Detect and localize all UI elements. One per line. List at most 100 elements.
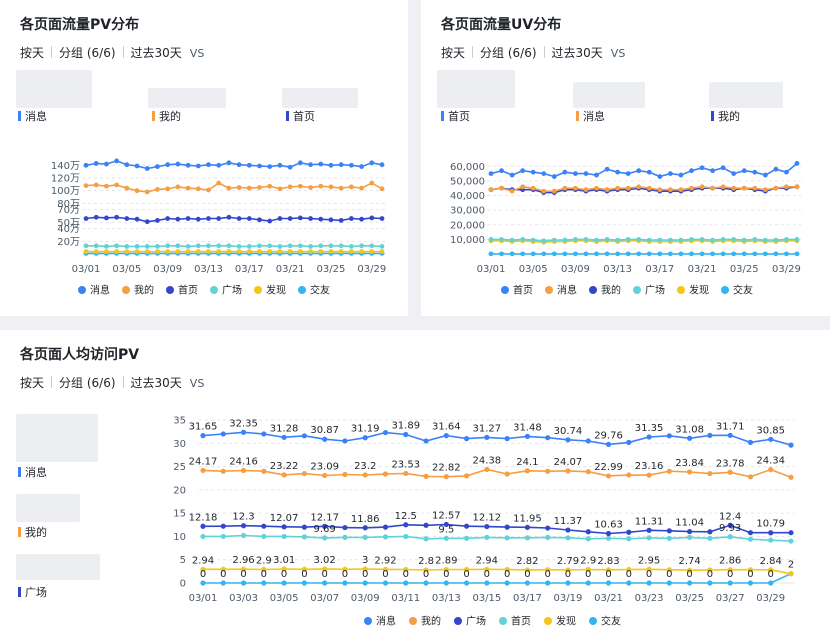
data-point (762, 251, 768, 257)
data-label: 10.63 (594, 519, 623, 530)
data-point (226, 249, 232, 254)
data-point (699, 184, 705, 190)
data-point (504, 580, 510, 586)
data-point (328, 162, 334, 168)
data-point (348, 216, 354, 221)
data-point (104, 244, 109, 249)
legend-marker (544, 617, 552, 625)
data-point (752, 251, 758, 257)
compare-toggle[interactable]: VS (610, 47, 626, 60)
data-point (308, 162, 313, 168)
filter-date-range[interactable]: 过去30天 (130, 46, 182, 60)
filter-group[interactable]: 分组 (6/6) (480, 46, 537, 60)
data-point (768, 436, 774, 442)
data-point (657, 237, 663, 243)
data-point (165, 186, 171, 192)
data-point (727, 469, 733, 475)
data-point (267, 164, 273, 170)
compare-toggle[interactable]: VS (189, 47, 205, 60)
data-point (175, 249, 181, 254)
data-point (220, 431, 226, 437)
legend-item: 发现 (556, 615, 576, 628)
data-label: 31.64 (432, 422, 461, 433)
data-label: 2.86 (719, 556, 741, 567)
filter-granularity[interactable]: 按天 (441, 46, 466, 60)
data-point (687, 580, 693, 586)
data-point (287, 184, 293, 190)
filter-granularity[interactable]: 按天 (20, 46, 45, 60)
y-tick-label: 100万 (51, 186, 80, 197)
x-tick-label: 03/21 (276, 264, 305, 275)
x-tick-label: 03/23 (635, 593, 664, 604)
data-label: 0 (321, 569, 327, 580)
data-point (277, 216, 283, 221)
series-line (203, 534, 792, 542)
data-point (541, 171, 547, 177)
filter-date-range[interactable]: 过去30天 (130, 376, 182, 390)
data-point (752, 236, 758, 242)
data-point (626, 566, 632, 573)
legend-marker (409, 617, 417, 625)
data-point (687, 528, 693, 535)
data-point (773, 185, 779, 191)
data-label: 11.04 (675, 518, 704, 529)
data-point (124, 244, 130, 249)
data-point (83, 216, 89, 221)
data-point (165, 249, 171, 254)
data-label: 12.18 (189, 512, 218, 523)
data-label: 31.08 (675, 424, 704, 435)
data-point (747, 530, 754, 536)
data-label: 9.69 (314, 524, 336, 535)
data-point (747, 474, 754, 480)
data-point (114, 182, 120, 188)
filter-granularity[interactable]: 按天 (20, 376, 45, 390)
data-label: 0 (626, 569, 632, 580)
kpi-value-blurred (573, 82, 645, 108)
filter-date-range[interactable]: 过去30天 (551, 46, 603, 60)
series-line (85, 216, 383, 223)
filter-group[interactable]: 分组 (6/6) (59, 376, 116, 390)
data-point (362, 435, 368, 441)
data-point (594, 237, 599, 243)
data-point (257, 249, 262, 254)
data-label: 2.94 (192, 555, 214, 566)
data-point (667, 187, 673, 193)
data-point (443, 535, 449, 541)
legend-item: 首页 (511, 615, 531, 628)
filter-group[interactable]: 分组 (6/6) (59, 46, 116, 60)
data-point (379, 244, 385, 249)
data-point (762, 237, 768, 243)
data-point (731, 236, 737, 242)
data-point (646, 237, 652, 243)
data-point (124, 249, 130, 254)
data-label: 30.87 (310, 425, 339, 436)
data-point (318, 249, 324, 254)
data-point (484, 434, 490, 440)
data-label: 12.57 (432, 510, 461, 521)
y-tick-label: 40万 (57, 224, 80, 235)
data-point (379, 216, 385, 221)
data-label: 24.17 (189, 456, 218, 467)
data-point (463, 566, 470, 573)
data-label: 12.5 (395, 511, 417, 522)
data-label: 29.76 (594, 430, 623, 441)
legend-marker (633, 286, 641, 294)
data-point (155, 164, 160, 170)
data-label: 31.89 (391, 420, 420, 431)
series-line (202, 523, 791, 535)
data-point (220, 580, 226, 586)
data-point (484, 534, 490, 540)
data-point (731, 251, 737, 257)
data-point (216, 180, 222, 186)
data-point (240, 523, 247, 529)
data-point (236, 249, 242, 254)
compare-toggle[interactable]: VS (189, 377, 205, 390)
kpi-label: 消息 (18, 464, 47, 480)
data-point (338, 218, 344, 223)
data-point (261, 566, 267, 573)
data-point (281, 566, 287, 572)
series-line (203, 572, 792, 584)
data-point (246, 162, 252, 168)
data-point (206, 249, 211, 254)
